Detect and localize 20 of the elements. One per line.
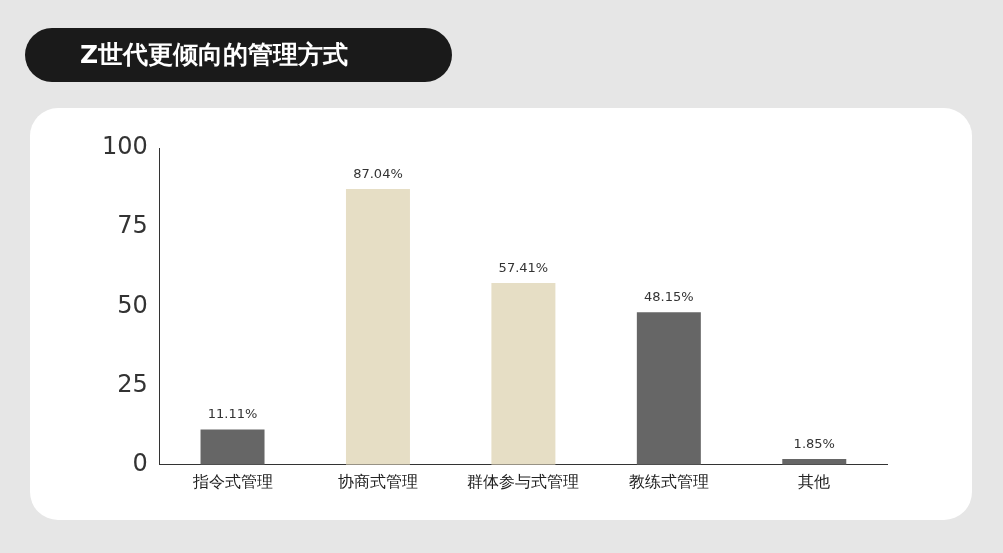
y-tick-label: 75 bbox=[117, 211, 148, 240]
data-label: 1.85% bbox=[793, 435, 835, 451]
x-tick-label: 教练式管理 bbox=[628, 471, 709, 491]
bar bbox=[345, 189, 410, 465]
y-tick-label: 100 bbox=[102, 132, 148, 161]
data-label: 57.41% bbox=[498, 259, 549, 275]
x-tick-label: 其他 bbox=[798, 471, 831, 491]
x-tick-label: 群体参与式管理 bbox=[467, 471, 580, 491]
x-tick-label: 协商式管理 bbox=[337, 471, 418, 491]
chart-title: Z世代更倾向的管理方式 bbox=[25, 28, 452, 82]
bar bbox=[491, 282, 556, 465]
y-tick-label: 0 bbox=[132, 449, 148, 478]
data-label: 87.04% bbox=[353, 165, 403, 181]
y-tick-label: 50 bbox=[117, 290, 148, 319]
x-tick-label: 指令式管理 bbox=[191, 471, 273, 491]
bar bbox=[200, 429, 265, 465]
bar bbox=[636, 312, 701, 465]
data-label: 11.11% bbox=[207, 406, 258, 422]
y-tick-label: 25 bbox=[117, 369, 148, 398]
data-label: 48.15% bbox=[644, 289, 694, 305]
